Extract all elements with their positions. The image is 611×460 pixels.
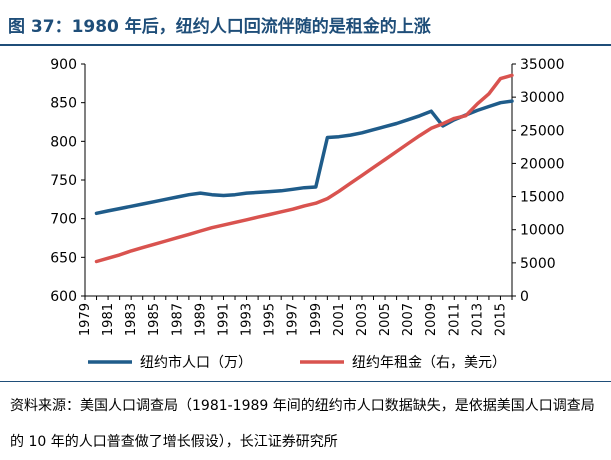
- x-tick-label: 1991: [216, 303, 231, 336]
- figure-title: 图 37：1980 年后，纽约人口回流伴随的是租金的上涨: [8, 17, 431, 37]
- x-tick-label: 1983: [124, 303, 139, 336]
- x-tick-label: 1979: [78, 303, 93, 336]
- footer-divider: [0, 381, 611, 382]
- x-tick-label: 1981: [101, 303, 116, 336]
- y-left-tick-label: 600: [50, 289, 77, 305]
- x-tick-label: 2005: [378, 303, 393, 336]
- x-tick-label: 2009: [424, 303, 439, 336]
- rent-series-line: [94, 73, 514, 264]
- x-tick-label: 1993: [240, 303, 255, 336]
- y-left-tick-label: 750: [50, 173, 77, 189]
- x-tick-label: 2015: [493, 303, 508, 336]
- x-tick-label: 2003: [355, 303, 370, 336]
- y-left-tick-label: 700: [50, 212, 77, 228]
- x-tick-label: 1985: [147, 303, 162, 336]
- legend-label-rent: 纽约年租金（右，美元）: [352, 355, 506, 371]
- y-right-tick-label: 15000: [520, 190, 565, 206]
- x-tick-label: 2013: [470, 303, 485, 336]
- title-divider: [0, 44, 611, 46]
- x-tick-label: 1999: [309, 303, 324, 336]
- x-tick-label: 1987: [170, 303, 185, 336]
- chart-series: [94, 73, 514, 264]
- legend-label-population: 纽约市人口（万）: [140, 354, 252, 371]
- y-right-tick-label: 10000: [520, 223, 565, 239]
- x-tick-label: 2007: [401, 303, 416, 336]
- y-right-tick-label: 35000: [520, 57, 565, 73]
- y-left-tick-label: 800: [50, 134, 77, 150]
- x-tick-label: 1995: [263, 303, 278, 336]
- y-left-tick-label: 850: [50, 96, 77, 112]
- x-tick-label: 2001: [332, 303, 347, 336]
- y-right-tick-label: 30000: [520, 90, 565, 106]
- x-tick-label: 2011: [447, 303, 462, 336]
- population-series-line: [94, 99, 514, 216]
- line-chart: 600 650 700 750 800 850 900 0 5000 10000 15000 2000…: [50, 57, 564, 371]
- y-right-tick-label: 20000: [520, 156, 565, 172]
- y-right-tick-label: 5000: [520, 256, 556, 272]
- source-note: 资料来源：美国人口调查局（1981-1989 年间的纽约市人口数据缺失，是依据美…: [10, 398, 595, 450]
- y-left-tick-label: 900: [50, 57, 77, 73]
- x-tick-label: 1997: [286, 303, 301, 336]
- chart-legend: 纽约市人口（万） 纽约年租金（右，美元）: [88, 354, 506, 371]
- x-tick-label: 1989: [193, 303, 208, 336]
- y-left-tick-label: 650: [50, 250, 77, 266]
- y-right-tick-label: 0: [520, 289, 529, 305]
- y-right-tick-label: 25000: [520, 123, 565, 139]
- chart-axes: 600 650 700 750 800 850 900 0 5000 10000 15000 2000…: [50, 57, 564, 336]
